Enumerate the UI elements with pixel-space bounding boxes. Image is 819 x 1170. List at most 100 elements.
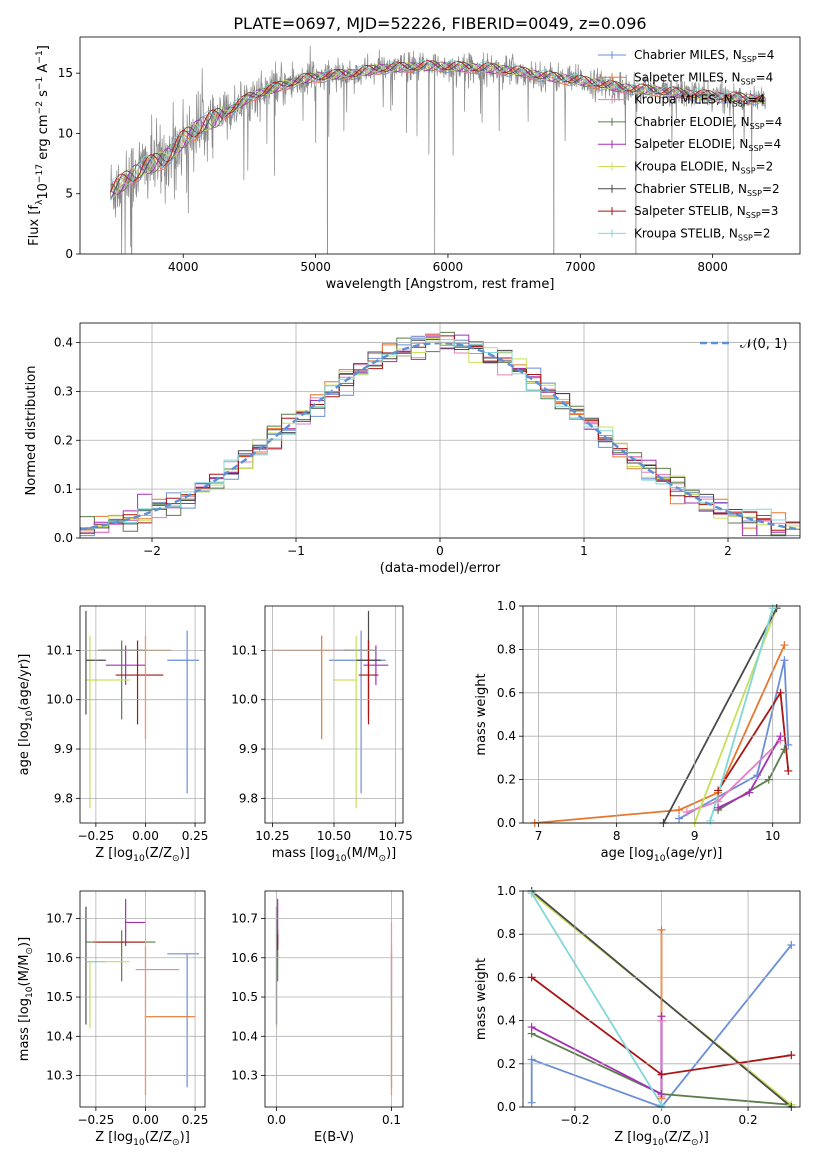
- spectrum-model-line: [109, 63, 765, 193]
- weight_vs_age-series-point: [768, 604, 777, 613]
- weight_vs_age-series-point: [764, 775, 773, 784]
- residual-legend-label: 𝒩(0, 1): [740, 337, 787, 352]
- weight_vs_age-series-point: [706, 816, 715, 825]
- weight_vs_age-xlabel-part: 10: [654, 854, 666, 864]
- mass_vs_ebv-frame: [264, 890, 404, 1108]
- spectrum-xtick-label: 7000: [565, 260, 596, 274]
- age_vs_mass-frame: [264, 605, 404, 824]
- mass_vs_ebv-xtick-label: 0.0: [267, 1113, 286, 1127]
- weight_vs_age-series-point: [714, 786, 723, 795]
- mass_vs_Z-xtick-label: 0.00: [132, 1113, 159, 1127]
- weight_vs_age-series-point: [784, 740, 793, 749]
- mass_vs_Z-xtick-label: 0.25: [182, 1113, 209, 1127]
- legend-label-text: Salpeter ELODIE, N: [634, 137, 748, 151]
- spectrum-flux-ylabel-part: erg cm: [36, 114, 51, 163]
- age_vs_mass-xlabel-part: mass [log: [272, 846, 335, 861]
- weight_vs_age-xlabel: age [log10(age/yr)]: [601, 846, 723, 864]
- weight_vs_Z-ytick-label: 0.8: [497, 927, 516, 941]
- mass_vs_Z-frame: [79, 890, 206, 1108]
- weight_vs_Z-series-point: [657, 1090, 666, 1099]
- weight_vs_age-series-point: [682, 808, 691, 817]
- weight_vs_Z-series-point: [657, 925, 666, 934]
- spectrum-flux-ylabel-part: −2: [35, 101, 45, 114]
- weight_vs_age-series-line: [662, 607, 778, 823]
- spectrum-xtick-label: 6000: [433, 260, 464, 274]
- spectrum-model-line: [109, 60, 765, 193]
- spectrum-flux-ylabel-part: −1: [35, 50, 45, 63]
- spectrum-legend-label: Salpeter MILES, NSSP=4: [634, 70, 773, 86]
- age_vs_Z-ylabel-part: 10: [25, 710, 35, 722]
- weight_vs_age-xtick-label: 7: [535, 829, 543, 843]
- spectrum-ytick-label: 15: [58, 66, 73, 80]
- weight_vs_age-ytick-label: 1.0: [497, 599, 516, 613]
- weight_vs_Z-xlabel-part: Z [log: [614, 1130, 652, 1145]
- spectrum-flux-ylabel-part: λ: [35, 199, 45, 205]
- legend-label-n: =3: [761, 204, 779, 218]
- weight_vs_Z-series-point: [527, 1098, 536, 1107]
- age_vs_Z-ylabel: age [log10(age/yr)]: [17, 654, 35, 776]
- weight_vs_age-series-line: [534, 644, 786, 823]
- age_vs_Z-xlabel-part: (Z/Z: [145, 846, 172, 861]
- legend-label-sub: SSP: [741, 167, 756, 176]
- age_vs_mass-xtick-label: 10.50: [317, 829, 351, 843]
- residuals-ytick-label: 0.3: [54, 384, 73, 398]
- age_vs_mass-xtick-label: 10.25: [255, 829, 289, 843]
- mass_vs_Z-ylabel-part: 10: [25, 986, 35, 998]
- spectrum-legend-label: Kroupa ELODIE, NSSP=2: [634, 160, 773, 176]
- spectrum-legend-label: Chabrier MILES, NSSP=4: [634, 48, 774, 64]
- mass_vs_Z-xlabel-part: )]: [180, 1130, 190, 1145]
- weight_vs_Z-ytick-label: 0.4: [497, 1014, 516, 1028]
- age_vs_Z-xtick-label: 0.25: [182, 829, 209, 843]
- weight_vs_age-ytick-label: 0.0: [497, 816, 516, 830]
- weight_vs_Z-xlabel: Z [log10(Z/Z⊙)]: [614, 1130, 709, 1148]
- spectrum-flux-ylabel-part: Flux [f: [27, 205, 42, 246]
- residuals-xtick-label: 0: [436, 544, 444, 558]
- spectrum-ytick-label: 5: [65, 187, 73, 201]
- figure-title: PLATE=0697, MJD=52226, FIBERID=0049, z=0…: [233, 14, 646, 33]
- weight_vs_Z-frame: [522, 890, 801, 1108]
- mass_vs_ebv-ytick-label: 10.3: [231, 1069, 258, 1083]
- legend-label-text: Kroupa ELODIE, N: [634, 160, 741, 174]
- mass_vs_Z-xtick-label: −0.25: [77, 1113, 114, 1127]
- age_vs_Z-ytick-label: 10.1: [46, 643, 73, 657]
- spectrum-model-line: [110, 62, 766, 189]
- weight_vs_age-ytick-label: 0.2: [497, 773, 516, 787]
- weight_vs_Z-ytick-label: 1.0: [497, 884, 516, 898]
- mass_vs_Z-xlabel-part: (Z/Z: [145, 1130, 172, 1145]
- age_vs_Z-ylabel-part: age [log: [17, 722, 32, 775]
- age_vs_Z-xlabel: Z [log10(Z/Z⊙)]: [95, 846, 190, 864]
- weight_vs_age-series-line: [709, 607, 774, 822]
- spectrum-legend: Chabrier MILES, NSSP=4 Salpeter MILES, NS…: [598, 48, 782, 242]
- residuals-xtick-label: −2: [143, 544, 161, 558]
- age_vs_Z-panel: −0.25 0.00 0.259.89.910.010.1Z [log10(Z/Z⊙…: [17, 605, 209, 864]
- legend-label-n: =4: [756, 70, 774, 84]
- weight_vs_age-ytick-label: 0.8: [497, 642, 516, 656]
- age_vs_mass-ytick-label: 10.0: [231, 693, 258, 707]
- spectrum-xtick-label: 5000: [300, 260, 331, 274]
- weight_vs_age-series-point: [776, 688, 785, 697]
- legend-label-n: =4: [748, 93, 766, 107]
- weight_vs_Z-series-line: [530, 944, 793, 1107]
- spectrum-legend-label: Kroupa STELIB, NSSP=2: [634, 226, 771, 242]
- age_vs_Z-ytick-label: 9.8: [54, 791, 73, 805]
- legend-label-sub: SSP: [746, 211, 761, 220]
- weight_vs_Z-xtick-label: 0.0: [652, 1113, 671, 1127]
- legend-label-n: =2: [753, 226, 771, 240]
- spectrum-xlabel: wavelength [Angstrom, rest frame]: [326, 277, 555, 292]
- spectrum-xtick-label: 8000: [697, 260, 728, 274]
- weight_vs_age-xtick-label: 9: [691, 829, 699, 843]
- spectrum-flux-ylabel-part: −17: [35, 164, 45, 183]
- mass_vs_Z-ylabel: mass [log10(M/M⊙)]: [17, 937, 35, 1061]
- weight_vs_Z-series-point: [787, 1051, 796, 1060]
- mass_vs_ebv-ytick-label: 10.6: [231, 951, 258, 965]
- legend-label-n: =4: [757, 48, 775, 62]
- residuals-ylabel: Normed distribution: [24, 366, 39, 496]
- spectrum-model-line: [110, 60, 766, 199]
- weight_vs_age-series-point: [675, 814, 684, 823]
- weight_vs_Z-series-point: [527, 1023, 536, 1032]
- residuals-ytick-label: 0.0: [54, 531, 73, 545]
- weight_vs_age-series-point: [780, 745, 789, 754]
